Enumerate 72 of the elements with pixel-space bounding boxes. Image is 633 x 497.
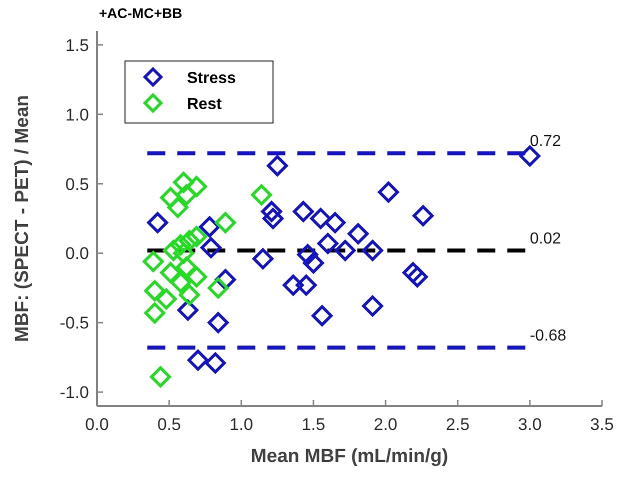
point (296, 274, 317, 296)
ref-line-label: 0.02 (530, 230, 562, 248)
point (348, 223, 369, 244)
y-tick-label: 1.5 (65, 36, 89, 55)
point (186, 226, 208, 248)
point (302, 252, 324, 274)
point (362, 296, 384, 316)
x-tick-label: 2.5 (446, 415, 470, 434)
point (176, 184, 197, 206)
y-tick-label: 0.0 (65, 244, 89, 264)
point (214, 212, 236, 234)
x-axis-title: Mean MBF (mL/min/g) (250, 446, 448, 467)
point (282, 274, 304, 296)
point (402, 262, 424, 284)
legend-label: Rest (187, 96, 222, 113)
point (334, 240, 356, 261)
point (144, 302, 166, 324)
point (173, 172, 194, 193)
point (261, 201, 282, 222)
y-axis-title: MBF: (SPECT - PET) / Mean (12, 95, 33, 342)
point (162, 240, 184, 261)
x-tick-label: 1.5 (302, 415, 326, 434)
point (188, 350, 208, 371)
y-tick-label: 1.0 (65, 105, 89, 124)
point (176, 256, 197, 278)
point (200, 237, 222, 258)
point (156, 288, 177, 310)
legend-label: Stress (187, 70, 236, 87)
point (144, 280, 166, 302)
point (150, 366, 171, 388)
x-tick-label: 3.0 (518, 415, 542, 434)
point (147, 212, 168, 234)
point (199, 216, 220, 238)
point (312, 305, 333, 326)
point (208, 277, 229, 298)
y-tick-label: 0.5 (65, 174, 89, 194)
point (208, 312, 229, 334)
ref-line-label: 0.72 (530, 133, 562, 150)
point (160, 262, 182, 284)
point (186, 176, 208, 198)
point (324, 212, 346, 234)
x-tick-label: 0.0 (85, 415, 109, 434)
point (310, 208, 332, 229)
point (167, 196, 188, 218)
x-tick-label: 0.5 (157, 415, 181, 434)
point (519, 146, 540, 166)
point (266, 155, 288, 176)
point (378, 182, 399, 203)
point (178, 230, 200, 252)
point (186, 266, 208, 288)
x-tick-label: 1.0 (229, 415, 254, 434)
point (297, 244, 318, 266)
x-tick-label: 3.5 (590, 415, 614, 434)
chart-title: +AC-MC+BB (99, 5, 182, 21)
point (317, 233, 338, 254)
point (250, 184, 272, 206)
point (204, 352, 226, 374)
point (170, 234, 192, 256)
point (170, 272, 192, 293)
ref-line-label: -0.68 (530, 328, 566, 345)
point (173, 242, 194, 264)
point (412, 205, 434, 226)
point (292, 201, 314, 222)
point (178, 284, 200, 306)
point (262, 208, 284, 229)
point (252, 248, 274, 270)
y-tick-label: -0.5 (60, 314, 89, 333)
y-tick-label: -1.0 (60, 383, 89, 402)
x-tick-label: 2.0 (374, 415, 398, 434)
point (142, 251, 164, 272)
point (406, 266, 428, 288)
point (362, 240, 384, 261)
